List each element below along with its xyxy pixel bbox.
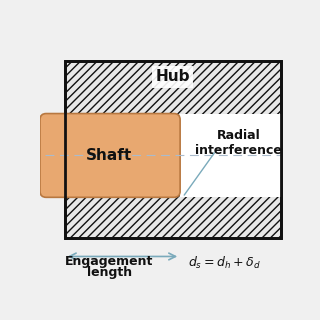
Text: Shaft: Shaft: [86, 148, 132, 163]
Bar: [65, 60, 281, 238]
Bar: [65, 60, 281, 238]
Text: Hub: Hub: [156, 69, 190, 84]
Text: length: length: [87, 266, 132, 279]
Text: $d_s = d_h + \delta_d$: $d_s = d_h + \delta_d$: [188, 255, 261, 271]
Text: Engagement: Engagement: [65, 255, 154, 268]
Bar: [180, 114, 281, 197]
FancyBboxPatch shape: [40, 114, 180, 197]
Text: Radial
interference: Radial interference: [195, 129, 282, 157]
